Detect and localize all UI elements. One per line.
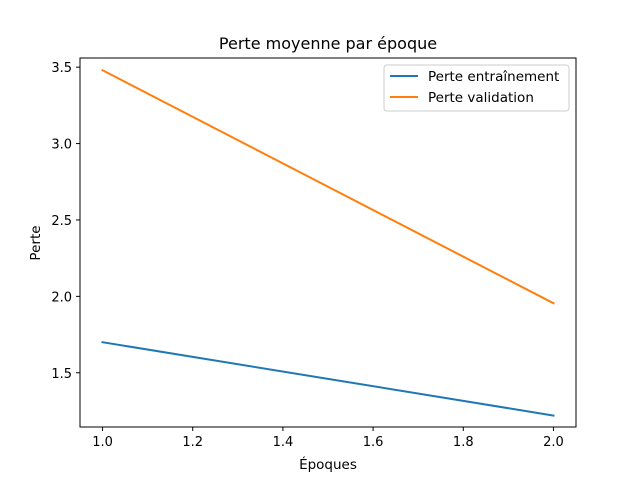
legend-label-perte-validation: Perte validation xyxy=(428,90,534,106)
chart-title: Perte moyenne par époque xyxy=(219,34,437,53)
x-axis-label: Époques xyxy=(299,456,357,473)
x-tick-label: 1.8 xyxy=(453,435,474,450)
y-axis-label: Perte xyxy=(28,225,44,260)
y-tick-label: 2.0 xyxy=(51,290,72,305)
plot-frame xyxy=(79,57,577,428)
y-tick-label: 2.5 xyxy=(51,214,72,229)
y-tick-label: 3.0 xyxy=(51,138,72,153)
series-line-0 xyxy=(101,341,555,417)
legend: Perte entraînement Perte validation xyxy=(383,64,570,112)
legend-label-perte-entrainement: Perte entraînement xyxy=(428,69,559,85)
ticks-layer: 1.0 1.2 1.4 1.6 1.8 2.0 1.5 2.0 2.5 3.0 3.5 xyxy=(51,61,563,450)
y-tick-label: 3.5 xyxy=(51,61,72,76)
x-tick-label: 2.0 xyxy=(543,435,564,450)
series-line-1 xyxy=(101,68,555,305)
series-layer xyxy=(101,68,555,417)
legend-box xyxy=(383,64,570,112)
x-tick-label: 1.4 xyxy=(273,435,294,450)
x-tick-label: 1.2 xyxy=(182,435,203,450)
y-tick-label: 1.5 xyxy=(51,367,72,382)
x-tick-label: 1.0 xyxy=(92,435,113,450)
x-tick-label: 1.6 xyxy=(363,435,384,450)
